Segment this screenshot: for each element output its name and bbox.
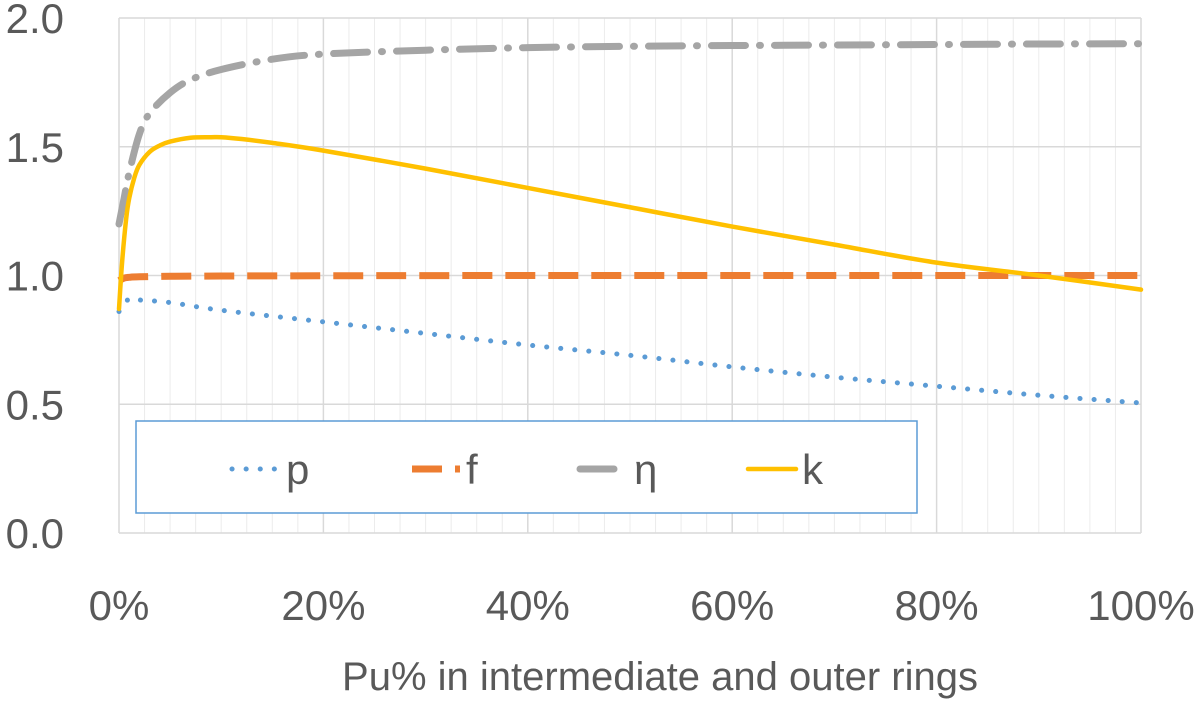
y-tick-label: 1.5: [6, 124, 64, 171]
legend-label: p: [286, 446, 309, 493]
series-line-dotted: [116, 295, 1144, 406]
x-tick-label: 40%: [486, 582, 570, 629]
x-tick-label: 100%: [1087, 582, 1194, 629]
legend-label: f: [466, 446, 478, 493]
x-axis-title: Pu% in intermediate and outer rings: [342, 655, 978, 699]
y-tick-label: 0.5: [6, 381, 64, 428]
x-tick-label: 20%: [281, 582, 365, 629]
x-tick-label: 80%: [895, 582, 979, 629]
legend-label: η: [634, 446, 657, 493]
y-axis-tick-labels: 0.0 0.5 1.0 1.5 2.0: [6, 0, 64, 557]
major-gridlines: [118, 17, 1142, 534]
legend-label: k: [802, 446, 824, 493]
legend-box: [135, 420, 918, 514]
x-axis-tick-labels: 0% 20% 40% 60% 80% 100%: [89, 582, 1195, 629]
x-tick-label: 60%: [690, 582, 774, 629]
series-line-dash-dot: [115, 40, 1145, 228]
series-line-solid: [116, 134, 1144, 312]
y-tick-label: 2.0: [6, 0, 64, 42]
series-line-dashed: [117, 271, 1141, 284]
y-tick-label: 0.0: [6, 510, 64, 557]
series-lines: [115, 40, 1145, 406]
y-tick-label: 1.0: [6, 253, 64, 300]
x-tick-label: 0%: [89, 582, 150, 629]
